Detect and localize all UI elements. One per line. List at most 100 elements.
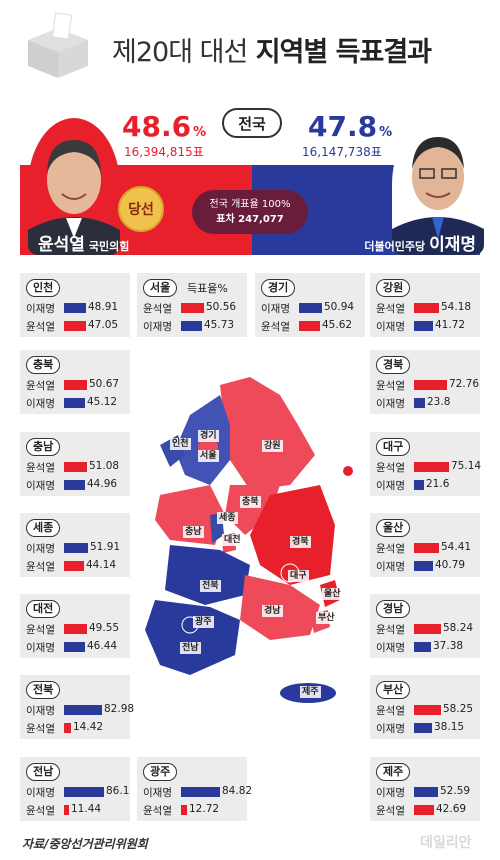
candidate-name: 이재명 <box>143 321 172 333</box>
result-row: 윤석열 47.05 <box>26 319 126 333</box>
candidate-name: 이재명 <box>26 398 55 410</box>
candidate-left-name: 윤석열 국민의힘 <box>38 235 130 255</box>
candidate-name: 윤석열 <box>376 380 405 392</box>
result-row: 이재명 44.96 <box>26 478 126 492</box>
vote-value: 47.05 <box>88 319 119 331</box>
vote-bar <box>414 480 424 490</box>
watermark: 데일리안 <box>420 835 472 851</box>
vote-bar <box>64 398 85 408</box>
vote-value: 50.94 <box>324 301 355 313</box>
region-panel: 광주 이재명 84.82 윤석열 12.72 <box>137 757 252 821</box>
vote-bar <box>414 462 449 472</box>
map-label-gwangju: 광주 <box>193 616 214 628</box>
vote-value: 51.08 <box>89 460 120 472</box>
result-row: 이재명 23.8 <box>376 396 476 410</box>
vote-bar <box>181 787 220 797</box>
vote-bar <box>64 480 85 490</box>
region-panel: 부산 윤석열 58.25 이재명 38.15 <box>370 675 480 739</box>
vote-value: 84.82 <box>222 785 253 797</box>
count-summary: 전국 개표율 100% 표차 247,077 <box>192 190 308 234</box>
result-row: 윤석열 11.44 <box>26 803 126 817</box>
vote-bar <box>414 642 431 652</box>
region-name: 경남 <box>376 600 411 618</box>
vote-value: 58.24 <box>443 622 474 634</box>
result-row: 이재명 82.98 <box>26 703 134 717</box>
result-row: 윤석열 54.18 <box>376 301 476 315</box>
vote-bar <box>414 624 441 634</box>
vote-bar <box>181 805 187 815</box>
region-name: 부산 <box>376 681 411 699</box>
vote-bar <box>64 380 87 390</box>
region-panel: 대구 윤석열 75.14 이재명 21.6 <box>370 432 482 496</box>
vote-value: 37.38 <box>433 640 464 652</box>
vote-value: 82.98 <box>104 703 135 715</box>
candidate-name: 이재명 <box>143 787 172 799</box>
map-label-daejeon: 대전 <box>222 534 243 546</box>
map-label-jeju: 제주 <box>300 686 321 698</box>
region-panel: 전남 이재명 86.1 윤석열 11.44 <box>20 757 130 821</box>
candidate-name: 이재명 <box>376 398 405 410</box>
map-label-jeonbuk: 전북 <box>200 580 221 592</box>
region-name: 강원 <box>376 279 411 297</box>
map-label-daegu: 대구 <box>288 570 309 582</box>
map-label-seoul: 서울 <box>198 450 219 462</box>
elected-badge: 당선 <box>118 186 164 232</box>
map-label-incheon: 인천 <box>170 438 191 450</box>
vote-bar <box>64 805 69 815</box>
region-name: 대구 <box>376 438 411 456</box>
result-row: 윤석열 14.42 <box>26 721 126 735</box>
vote-value: 75.14 <box>451 460 482 472</box>
candidate-name: 윤석열 <box>143 303 172 315</box>
region-panel: 강원 윤석열 54.18 이재명 41.72 <box>370 273 480 337</box>
candidate-name: 윤석열 <box>376 303 405 315</box>
region-panel: 인천 이재명 48.91 윤석열 47.05 <box>20 273 130 337</box>
region-panel: 울산 윤석열 54.41 이재명 40.79 <box>370 513 480 577</box>
region-panel: 충남 윤석열 51.08 이재명 44.96 <box>20 432 130 496</box>
vote-value: 54.41 <box>441 541 472 553</box>
result-row: 윤석열 51.08 <box>26 460 126 474</box>
candidate-name: 윤석열 <box>376 805 405 817</box>
region-name: 경북 <box>376 356 411 374</box>
vote-value: 40.79 <box>435 559 466 571</box>
header: 제20대 대선 지역별 득표결과 <box>0 0 500 100</box>
map-label-chungnam: 충남 <box>183 526 204 538</box>
vote-bar <box>414 321 433 331</box>
vote-bar <box>64 787 104 797</box>
candidate-name: 이재명 <box>26 787 55 799</box>
result-row: 윤석열 12.72 <box>143 803 243 817</box>
vote-value: 49.55 <box>89 622 120 634</box>
vote-bar <box>181 303 204 313</box>
vote-bar <box>64 624 87 634</box>
candidate-name: 이재명 <box>376 480 405 492</box>
vote-bar <box>414 723 432 733</box>
vote-value: 72.76 <box>449 378 480 390</box>
region-panel: 전북 이재명 82.98 윤석열 14.42 <box>20 675 134 739</box>
map-label-busan: 부산 <box>316 612 337 624</box>
vote-value: 51.91 <box>90 541 121 553</box>
vote-value: 21.6 <box>426 478 450 490</box>
region-name: 울산 <box>376 519 411 537</box>
result-row: 이재명 86.1 <box>26 785 130 799</box>
candidate-left-photo <box>28 118 120 255</box>
result-row: 윤석열 58.25 <box>376 703 476 717</box>
candidate-name: 윤석열 <box>26 462 55 474</box>
candidate-name: 이재명 <box>376 642 405 654</box>
vote-bar <box>64 723 71 733</box>
vote-value: 86.1 <box>106 785 130 797</box>
candidate-name: 이재명 <box>376 787 405 799</box>
map-label-gangwon: 강원 <box>262 440 283 452</box>
candidate-name: 윤석열 <box>26 561 55 573</box>
vote-value: 45.73 <box>204 319 235 331</box>
vote-bar <box>414 705 441 715</box>
vote-value: 14.42 <box>73 721 104 733</box>
region-name: 세종 <box>26 519 61 537</box>
vote-value: 52.59 <box>440 785 471 797</box>
vote-value: 12.72 <box>189 803 220 815</box>
candidate-name: 이재명 <box>376 723 405 735</box>
candidate-name: 윤석열 <box>26 723 55 735</box>
vote-value: 50.56 <box>206 301 237 313</box>
candidate-right-name: 더불어민주당 이재명 <box>364 235 476 255</box>
vote-value: 11.44 <box>71 803 102 815</box>
result-row: 이재명 46.44 <box>26 640 126 654</box>
